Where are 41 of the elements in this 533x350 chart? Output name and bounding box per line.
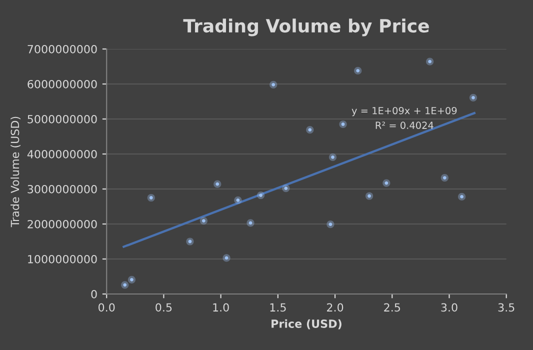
point: [214, 180, 222, 188]
point: [354, 66, 362, 75]
point: [440, 174, 448, 182]
x-tick-label: 0.0: [98, 303, 115, 312]
x-tick-label: 1.0: [213, 303, 229, 312]
x-tick-label: 0.5: [156, 303, 172, 312]
point: [326, 220, 334, 228]
point: [234, 196, 242, 204]
annotation: R² = 0.4024: [376, 122, 434, 129]
x-tick-label: 2.5: [384, 303, 400, 312]
x-tick-label: 3.0: [441, 303, 458, 312]
point: [458, 192, 466, 201]
y-axis-title: Trade Volume (USD): [10, 116, 20, 228]
y-tick-label: 2000000000: [28, 220, 97, 228]
y-tick-label: 1000000000: [28, 254, 97, 264]
point: [382, 179, 390, 187]
point: [128, 276, 136, 284]
point: [306, 126, 314, 134]
point: [256, 191, 265, 200]
y-tick-label: 5000000000: [28, 114, 97, 124]
point: [270, 80, 278, 89]
y-tick-label: 6000000000: [28, 80, 97, 88]
x-tick-label: 1.5: [270, 303, 286, 312]
point: [147, 194, 155, 202]
point: [426, 58, 434, 66]
y-tick-label: 0: [91, 290, 97, 298]
point: [365, 192, 374, 200]
point: [339, 120, 347, 128]
point: [282, 184, 290, 192]
x-tick-label: 3.5: [498, 303, 514, 312]
chart-title: Trading Volume by Price: [183, 18, 429, 36]
y-tick-label: 4000000000: [27, 150, 97, 158]
point: [328, 153, 337, 161]
point: [469, 94, 478, 102]
y-tick-label: 3000000000: [28, 184, 97, 194]
point: [121, 281, 129, 289]
x-axis-title: Price (USD): [272, 319, 342, 330]
x-tick-label: 2.0: [327, 303, 344, 312]
point: [200, 217, 208, 225]
annotation: y = 1E+09x + 1E+09: [352, 106, 457, 116]
y-tick-label: 7000000000: [28, 44, 97, 54]
